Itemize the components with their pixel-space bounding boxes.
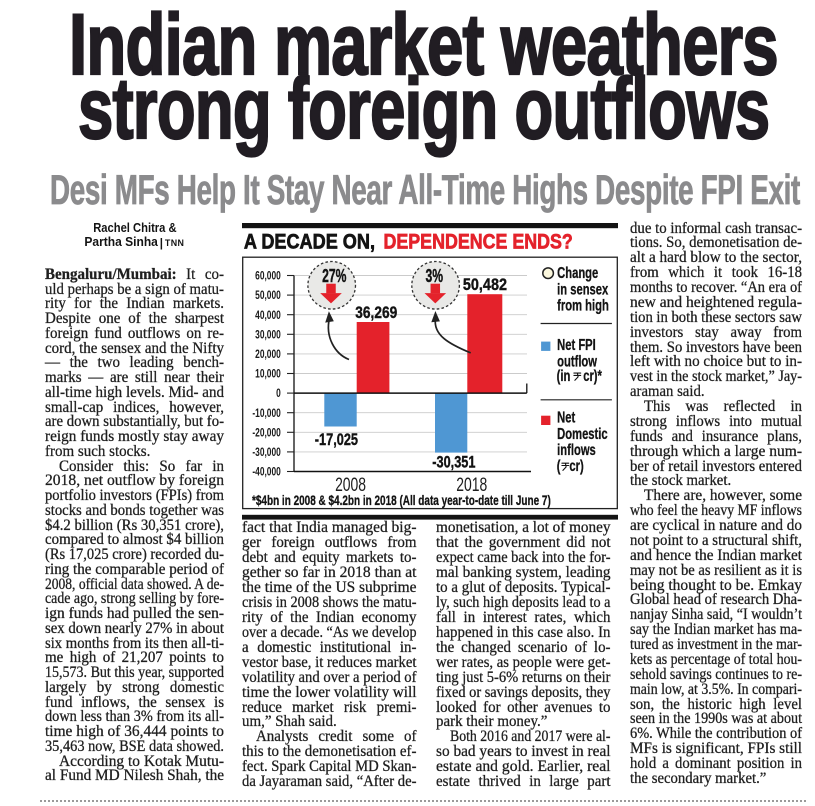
- svg-text:20,000: 20,000: [255, 349, 281, 362]
- svg-text:Change: Change: [557, 264, 598, 281]
- svg-text:cr): cr): [569, 457, 583, 474]
- svg-text:from high: from high: [557, 297, 609, 314]
- svg-text:3%: 3%: [426, 267, 444, 287]
- svg-text:27%: 27%: [322, 267, 346, 287]
- svg-text:outflow: outflow: [557, 352, 597, 369]
- svg-text:cr)*: cr)*: [583, 367, 602, 384]
- svg-text:inflows: inflows: [557, 441, 596, 458]
- svg-text:50,482: 50,482: [463, 275, 507, 294]
- svg-text:*$4bn in 2008 & $4.2bn in 2018: *$4bn in 2008 & $4.2bn in 2018 (All data…: [252, 492, 551, 508]
- svg-text:36,269: 36,269: [355, 303, 397, 322]
- svg-text:30,000: 30,000: [255, 329, 281, 342]
- svg-text:-17,025: -17,025: [315, 430, 358, 449]
- svg-text:2018: 2018: [456, 474, 487, 496]
- svg-text:50,000: 50,000: [255, 290, 281, 303]
- svg-text:10,000: 10,000: [255, 368, 281, 381]
- svg-text:60,000: 60,000: [255, 270, 281, 283]
- svg-text:0: 0: [276, 388, 281, 401]
- svg-text:-40,000: -40,000: [252, 466, 281, 479]
- svg-text:-30,351: -30,351: [432, 453, 475, 472]
- svg-text:A DECADE ON,: A DECADE ON,: [244, 231, 375, 255]
- svg-text:Net: Net: [557, 409, 575, 426]
- svg-text:-30,000: -30,000: [252, 447, 281, 460]
- svg-text:Net FPI: Net FPI: [557, 336, 596, 353]
- svg-text:-20,000: -20,000: [252, 427, 281, 440]
- svg-text:in sensex: in sensex: [557, 280, 608, 297]
- svg-text:40,000: 40,000: [255, 310, 281, 323]
- svg-text:(in: (in: [557, 367, 571, 384]
- svg-text:(: (: [557, 457, 561, 474]
- svg-text:-10,000: -10,000: [252, 408, 281, 421]
- svg-text:Domestic: Domestic: [557, 425, 608, 442]
- svg-text:2008: 2008: [335, 474, 366, 496]
- svg-text:DEPENDENCE ENDS?: DEPENDENCE ENDS?: [384, 230, 573, 254]
